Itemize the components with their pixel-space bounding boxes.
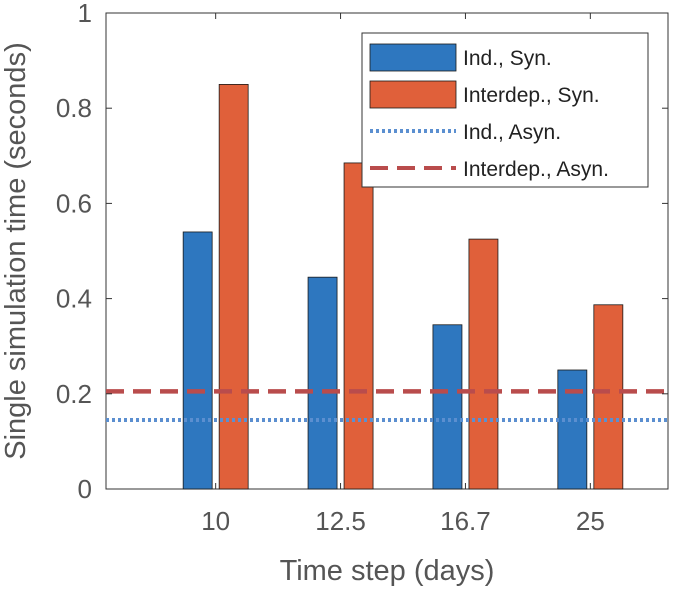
reference-lines-group bbox=[106, 389, 668, 422]
legend-label: Ind., Syn. bbox=[463, 47, 552, 70]
y-tick-label: 0.2 bbox=[56, 379, 92, 409]
y-tick-label: 0.4 bbox=[56, 284, 92, 314]
y-tick-label: 0 bbox=[78, 474, 92, 504]
legend-label: Interdep., Syn. bbox=[463, 84, 600, 107]
bar-series-1 bbox=[432, 324, 463, 490]
bar-series-2 bbox=[468, 238, 499, 490]
x-axis-label: Time step (days) bbox=[280, 555, 495, 587]
legend-label: Ind., Asyn. bbox=[463, 121, 561, 144]
x-tick-label: 12.5 bbox=[315, 506, 366, 536]
x-tick-label: 10 bbox=[201, 506, 230, 536]
y-axis-ticks: 0 0.2 0.4 0.6 0.8 1 bbox=[56, 0, 668, 504]
bar-series-1 bbox=[307, 276, 338, 490]
bar-series-2 bbox=[218, 84, 249, 490]
legend-label: Interdep., Asyn. bbox=[463, 158, 609, 181]
bar-series-2 bbox=[593, 304, 624, 490]
y-axis-label: Single simulation time (seconds) bbox=[0, 42, 32, 459]
legend: Ind., Syn. Interdep., Syn. Ind., Asyn. Inte… bbox=[361, 32, 649, 188]
x-axis-ticks: 10 12.5 16.7 25 bbox=[201, 13, 605, 536]
bar-series-1 bbox=[182, 231, 213, 490]
y-tick-label: 0.6 bbox=[56, 188, 92, 218]
y-tick-label: 0.8 bbox=[56, 93, 92, 123]
bars-group bbox=[182, 84, 624, 490]
x-tick-label: 16.7 bbox=[440, 506, 491, 536]
x-tick-label: 25 bbox=[576, 506, 605, 536]
y-tick-label: 1 bbox=[78, 0, 92, 28]
bar-series-1 bbox=[557, 369, 588, 490]
legend-swatch bbox=[369, 80, 457, 109]
bar-series-2 bbox=[343, 162, 374, 490]
legend-swatch bbox=[369, 43, 457, 72]
